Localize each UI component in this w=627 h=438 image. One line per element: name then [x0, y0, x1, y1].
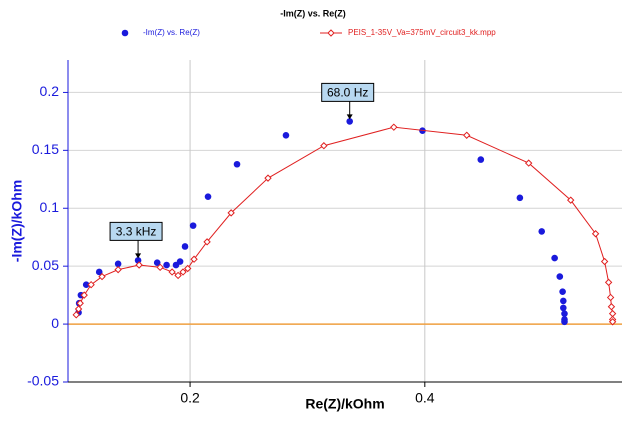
data-point: [168, 268, 176, 276]
annotation-arrowhead: [135, 253, 142, 259]
annotation-label: 68.0 Hz: [327, 86, 368, 100]
data-point: [606, 293, 615, 302]
legend-marker: [327, 29, 335, 37]
y-tick-label: 0: [51, 315, 59, 331]
x-tick-label: 0.2: [180, 390, 200, 406]
y-tick-label: 0.1: [40, 199, 60, 215]
data-point: [98, 272, 106, 281]
data-point: [80, 291, 88, 299]
data-point: [179, 268, 187, 276]
chart-title: -Im(Z) vs. Re(Z): [280, 8, 346, 18]
data-point: [560, 304, 567, 312]
y-axis-label: -Im(Z)/kOhm: [9, 180, 25, 262]
data-point: [608, 318, 617, 326]
data-point: [87, 280, 95, 289]
x-tick-label: 0.4: [415, 390, 435, 406]
data-point: [600, 257, 609, 266]
data-point: [524, 159, 533, 167]
data-point: [153, 259, 161, 266]
legend-label: PEIS_1-35V_Va=375mV_circuit3_kk.mpp: [348, 28, 496, 37]
data-point: [163, 261, 170, 269]
annotation-box: [109, 221, 163, 241]
y-tick-label: 0.05: [32, 257, 59, 273]
y-tick-label: 0.15: [32, 141, 59, 157]
data-point: [551, 254, 558, 262]
data-point: [114, 265, 122, 274]
data-point: [561, 318, 568, 326]
data-point: [560, 297, 567, 305]
y-tick-label: 0.2: [40, 83, 60, 99]
data-point: [607, 303, 616, 311]
data-point: [227, 209, 235, 217]
data-point: [516, 194, 524, 202]
data-point: [203, 238, 211, 246]
data-point: [74, 305, 83, 313]
data-point: [538, 228, 546, 235]
data-point: [591, 230, 600, 238]
data-point: [114, 260, 122, 268]
data-point: [561, 310, 568, 317]
data-point: [463, 131, 471, 139]
data-point: [204, 193, 212, 200]
legend-marker: [121, 29, 129, 37]
data-point: [184, 264, 192, 273]
data-point: [233, 160, 241, 168]
data-point: [76, 299, 84, 307]
data-point: [72, 311, 80, 319]
data-point: [156, 263, 164, 272]
annotation-arrowhead: [346, 114, 353, 120]
data-point: [559, 288, 566, 295]
data-point: [95, 268, 103, 276]
data-point: [190, 255, 198, 263]
data-point: [346, 118, 353, 125]
data-point: [282, 131, 290, 139]
data-point: [176, 258, 184, 265]
data-point: [174, 271, 182, 280]
annotation-label: 3.3 kHz: [116, 225, 157, 239]
data-point: [181, 243, 189, 250]
data-point: [189, 222, 197, 229]
x-axis-label: Re(Z)/kOhm: [305, 396, 384, 412]
legend-label: -Im(Z) vs. Re(Z): [143, 28, 200, 37]
data-point: [567, 196, 575, 204]
y-tick-label: -0.05: [27, 373, 59, 389]
annotation-box: [321, 82, 375, 102]
data-point: [82, 281, 90, 289]
data-point: [390, 123, 398, 131]
data-point: [320, 142, 328, 150]
data-point: [556, 273, 564, 280]
data-point: [604, 278, 613, 287]
data-point: [477, 156, 485, 163]
data-point: [135, 261, 143, 269]
data-point: [264, 174, 272, 182]
